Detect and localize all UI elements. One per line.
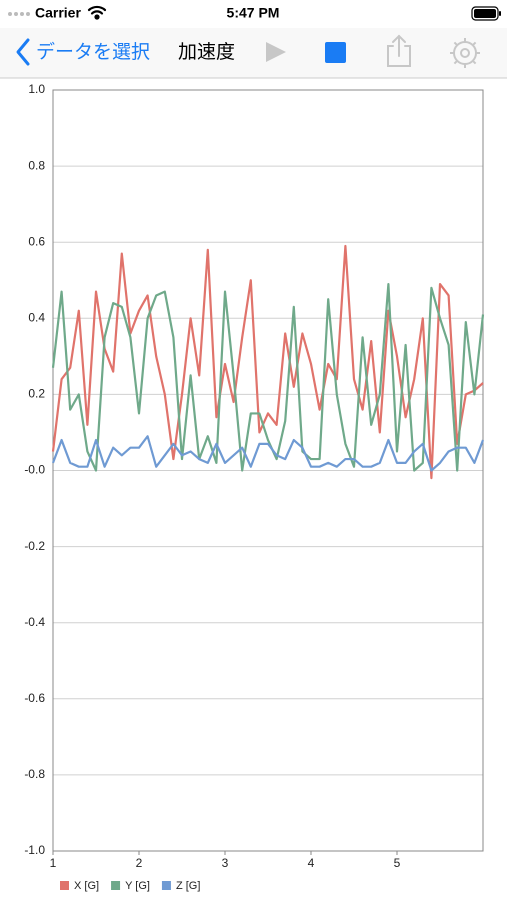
status-bar: Carrier 5:47 PM	[8, 5, 501, 21]
y-tick-label: -0.6	[24, 691, 45, 705]
x-tick-label: 1	[50, 856, 57, 870]
legend-swatch	[161, 881, 171, 890]
nav-bar: データを選択 加速度	[0, 28, 507, 79]
signal-dots	[8, 12, 30, 16]
share-button[interactable]	[387, 34, 411, 67]
data-line	[51, 435, 485, 472]
carrier: Carrier	[35, 5, 81, 21]
x-tick-label: 4	[308, 856, 315, 870]
y-tick-label: 0.6	[28, 234, 45, 248]
nav-background	[0, 28, 507, 78]
play-button[interactable]	[266, 42, 286, 62]
legend-label: X [G]	[74, 880, 99, 892]
plot-frame	[52, 89, 484, 852]
back-button[interactable]: データを選択	[16, 38, 150, 66]
stop-button[interactable]	[325, 42, 346, 63]
y-tick-label: -0.4	[24, 615, 45, 629]
y-tick-label: -1.0	[24, 843, 45, 857]
y-tick-label: -0.0	[24, 463, 45, 477]
y-tick-label: -0.2	[24, 539, 45, 553]
y-tick-label: 0.4	[28, 310, 45, 324]
y-tick-label: 0.2	[28, 387, 45, 401]
legend-swatch	[60, 881, 69, 890]
clock: 5:47 PM	[227, 5, 280, 21]
back-label[interactable]: データを選択	[36, 41, 150, 63]
data-line	[51, 244, 484, 480]
y-tick-label: 1.0	[28, 82, 45, 96]
x-tick-label: 5	[394, 856, 401, 870]
y-tick-label: 0.8	[28, 158, 45, 172]
y-tick-label: -0.8	[24, 767, 45, 781]
x-tick-label: 2	[136, 856, 143, 870]
legend-swatch	[111, 881, 121, 890]
legend-label: Y [G]	[125, 880, 150, 892]
x-tick-label: 3	[222, 856, 229, 870]
settings-button[interactable]	[450, 38, 480, 68]
wifi-icon	[87, 5, 107, 20]
battery-icon	[471, 6, 501, 21]
legend-label: Z [G]	[176, 880, 200, 892]
back-chevron[interactable]	[16, 38, 30, 66]
nav-title: 加速度	[178, 41, 235, 63]
chart: -1.0 -0.8 -0.6 -0.4 -0.2 -0.0 0.2 0.4 0.6 0.8 1.0 1…	[24, 82, 485, 892]
data-line	[51, 282, 485, 472]
